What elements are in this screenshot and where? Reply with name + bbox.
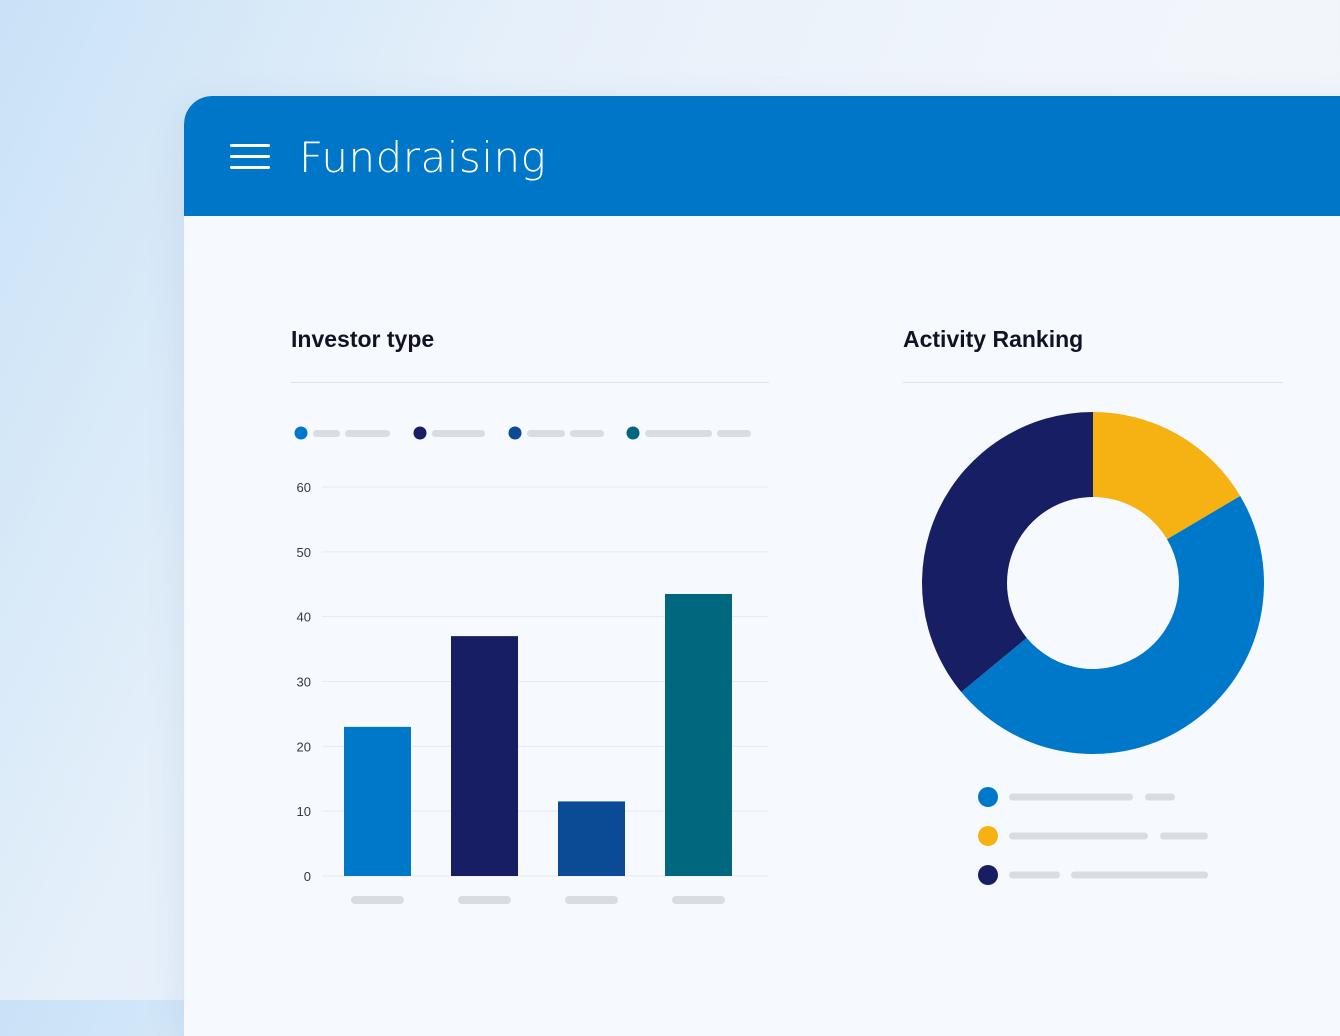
bar	[665, 593, 732, 876]
investor-type-divider	[291, 382, 769, 383]
bar	[344, 726, 411, 876]
legend-label-placeholder	[1009, 793, 1133, 801]
legend-label-placeholder	[1160, 832, 1208, 840]
bar-chart-bars	[344, 593, 732, 876]
donut-chart	[922, 412, 1264, 754]
legend-swatch	[413, 426, 427, 440]
y-tick-label: 10	[297, 804, 311, 819]
activity-ranking-title: Activity Ranking	[903, 326, 1084, 352]
legend-swatch	[626, 426, 640, 440]
legend-label-placeholder	[1145, 793, 1175, 801]
legend-swatch	[978, 826, 998, 846]
investor-type-title: Investor type	[291, 326, 435, 352]
donut-chart-legend	[978, 787, 1208, 885]
donut-slice	[922, 412, 1093, 692]
legend-label-placeholder	[1009, 832, 1148, 840]
legend-label-placeholder	[432, 430, 485, 437]
bar	[558, 801, 625, 876]
x-tick-label-placeholder	[672, 896, 725, 904]
bar-chart-y-axis: 0 10 20 30 40 50 60	[297, 480, 311, 884]
legend-swatch	[978, 787, 998, 807]
app-title: Fundraising	[299, 133, 547, 182]
legend-swatch	[294, 426, 308, 440]
x-tick-label-placeholder	[458, 896, 511, 904]
y-tick-label: 40	[297, 610, 311, 625]
legend-label-placeholder	[527, 430, 565, 437]
donut-slice	[1093, 412, 1241, 540]
y-tick-label: 30	[297, 675, 311, 690]
x-tick-label-placeholder	[351, 896, 404, 904]
activity-ranking-divider	[903, 382, 1283, 383]
app-header: Fundraising	[184, 96, 1340, 216]
legend-label-placeholder	[645, 430, 712, 437]
legend-label-placeholder	[1071, 871, 1208, 879]
bar-chart-x-axis	[351, 896, 725, 904]
bar	[451, 636, 518, 876]
donut-slice	[961, 495, 1264, 754]
dashboard-window: Fundraising Investor type Activity Ranki…	[184, 96, 1340, 1036]
legend-label-placeholder	[1009, 871, 1060, 879]
legend-label-placeholder	[313, 430, 340, 437]
charts-canvas: 0 10 20 30 40 50 60	[294, 412, 1264, 904]
legend-swatch	[978, 865, 998, 885]
legend-label-placeholder	[717, 430, 751, 437]
legend-label-placeholder	[345, 430, 390, 437]
x-tick-label-placeholder	[565, 896, 618, 904]
legend-swatch	[508, 426, 522, 440]
bar-chart-legend	[294, 426, 751, 440]
y-tick-label: 60	[297, 480, 311, 495]
hamburger-menu-icon[interactable]	[230, 142, 272, 172]
y-tick-label: 0	[304, 869, 311, 884]
y-tick-label: 50	[297, 545, 311, 560]
y-tick-label: 20	[297, 739, 311, 754]
legend-label-placeholder	[570, 430, 604, 437]
